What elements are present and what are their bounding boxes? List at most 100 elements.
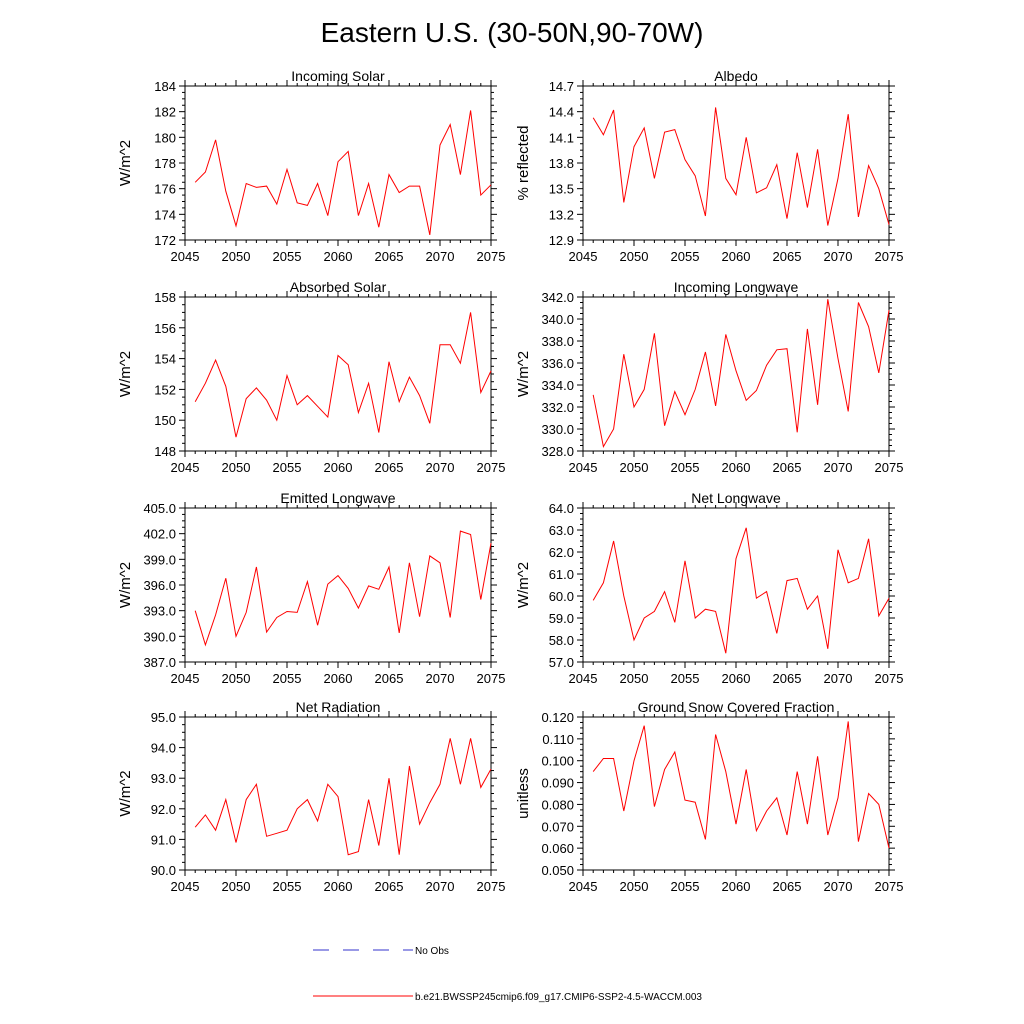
series-line <box>194 530 492 647</box>
y-tick-label: 63.0 <box>549 523 574 538</box>
x-tick-label: 2050 <box>222 879 251 894</box>
x-tick-label: 2060 <box>722 879 751 894</box>
y-tick-label: 93.0 <box>151 771 176 786</box>
x-tick-label: 2065 <box>375 249 404 264</box>
panels: Incoming Solar W/m^2 2045 2050 2055 2060 2065 2… <box>117 68 903 894</box>
x-tick-label: 2050 <box>222 249 251 264</box>
x-tick-label: 2070 <box>824 460 853 475</box>
y-tick-label: 399.0 <box>143 552 176 567</box>
plot-frame <box>184 716 492 871</box>
x-tick-label: 2055 <box>273 879 302 894</box>
y-tick-label: 12.9 <box>549 233 574 248</box>
x-tick-label: 2050 <box>222 671 251 686</box>
y-tick-label: 59.0 <box>549 611 574 626</box>
x-tick-label: 2075 <box>875 249 904 264</box>
x-tick-label: 2050 <box>620 879 649 894</box>
panel-title: Net Longwave <box>691 490 781 506</box>
x-tick-label: 2070 <box>426 671 455 686</box>
series-line <box>194 312 492 438</box>
panel-1: Albedo % reflected 2045 2050 2055 2060 2065 207… <box>515 68 903 264</box>
y-tick-label: 172 <box>154 233 176 248</box>
y-tick-label: 95.0 <box>151 710 176 725</box>
panel-0: Incoming Solar W/m^2 2045 2050 2055 2060 2065 2… <box>117 68 505 264</box>
y-axis-label: W/m^2 <box>117 562 134 608</box>
y-tick-label: 387.0 <box>143 655 176 670</box>
series-line <box>194 110 492 236</box>
y-tick-label: 62.0 <box>549 545 574 560</box>
y-axis-label: W/m^2 <box>515 351 532 397</box>
y-tick-label: 405.0 <box>143 501 176 516</box>
y-tick-label: 60.0 <box>549 589 574 604</box>
y-tick-label: 342.0 <box>541 290 574 305</box>
x-tick-label: 2055 <box>671 671 700 686</box>
x-tick-label: 2065 <box>375 460 404 475</box>
x-tick-label: 2070 <box>426 460 455 475</box>
y-tick-label: 338.0 <box>541 334 574 349</box>
x-tick-label: 2050 <box>620 671 649 686</box>
x-tick-label: 2060 <box>324 460 353 475</box>
x-tick-label: 2055 <box>671 460 700 475</box>
x-tick-label: 2045 <box>171 879 200 894</box>
x-tick-label: 2065 <box>773 460 802 475</box>
y-tick-label: 13.5 <box>549 182 574 197</box>
plot-frame <box>582 507 890 663</box>
y-tick-label: 0.090 <box>541 776 574 791</box>
y-tick-label: 180 <box>154 130 176 145</box>
x-tick-label: 2055 <box>671 879 700 894</box>
x-tick-label: 2060 <box>324 671 353 686</box>
plot-frame <box>184 296 492 452</box>
y-tick-label: 0.080 <box>541 797 574 812</box>
panel-title: Net Radiation <box>296 699 381 715</box>
x-tick-label: 2070 <box>824 671 853 686</box>
x-tick-label: 2045 <box>569 249 598 264</box>
y-tick-label: 148 <box>154 444 176 459</box>
legend-model-label: b.e21.BWSSP245cmip6.f09_g17.CMIP6-SSP2-4… <box>415 992 702 1003</box>
x-tick-label: 2070 <box>824 879 853 894</box>
panel-3: Incoming Longwave W/m^2 2045 2050 2055 2060 20… <box>515 279 903 475</box>
x-tick-label: 2055 <box>671 249 700 264</box>
y-tick-label: 390.0 <box>143 629 176 644</box>
y-tick-label: 402.0 <box>143 527 176 542</box>
panel-6: Net Radiation W/m^2 2045 2050 2055 2060 2065 20… <box>117 699 505 894</box>
y-tick-label: 92.0 <box>151 802 176 817</box>
x-tick-label: 2055 <box>273 671 302 686</box>
y-tick-label: 0.070 <box>541 819 574 834</box>
x-tick-label: 2065 <box>773 671 802 686</box>
y-tick-label: 336.0 <box>541 356 574 371</box>
series-line <box>592 107 890 226</box>
figure-title: Eastern U.S. (30-50N,90-70W) <box>321 17 704 48</box>
y-axis-label: W/m^2 <box>117 140 134 186</box>
y-tick-label: 0.050 <box>541 863 574 878</box>
x-tick-label: 2045 <box>569 879 598 894</box>
series-line <box>592 721 890 849</box>
legend-obs-label: No Obs <box>415 946 449 957</box>
x-tick-label: 2075 <box>875 879 904 894</box>
y-tick-label: 328.0 <box>541 444 574 459</box>
y-tick-label: 330.0 <box>541 422 574 437</box>
x-tick-label: 2045 <box>171 671 200 686</box>
y-tick-label: 393.0 <box>143 604 176 619</box>
x-tick-label: 2075 <box>875 460 904 475</box>
x-tick-label: 2065 <box>375 671 404 686</box>
y-tick-label: 150 <box>154 413 176 428</box>
panel-title: Ground Snow Covered Fraction <box>638 699 835 715</box>
y-tick-label: 13.2 <box>549 207 574 222</box>
panel-title: Albedo <box>714 68 758 84</box>
y-axis-label: W/m^2 <box>117 351 134 397</box>
y-tick-label: 90.0 <box>151 863 176 878</box>
y-tick-label: 184 <box>154 79 176 94</box>
x-tick-label: 2065 <box>773 879 802 894</box>
x-tick-label: 2075 <box>477 460 506 475</box>
y-tick-label: 57.0 <box>549 655 574 670</box>
y-tick-label: 178 <box>154 156 176 171</box>
x-tick-label: 2060 <box>324 249 353 264</box>
y-tick-label: 152 <box>154 382 176 397</box>
y-tick-label: 156 <box>154 321 176 336</box>
panel-4: Emitted Longwave W/m^2 2045 2050 2055 2060 206… <box>117 490 505 686</box>
y-tick-label: 14.7 <box>549 79 574 94</box>
plot-frame <box>184 507 492 663</box>
x-tick-label: 2045 <box>171 460 200 475</box>
panel-title: Absorbed Solar <box>290 279 387 295</box>
x-tick-label: 2075 <box>477 671 506 686</box>
